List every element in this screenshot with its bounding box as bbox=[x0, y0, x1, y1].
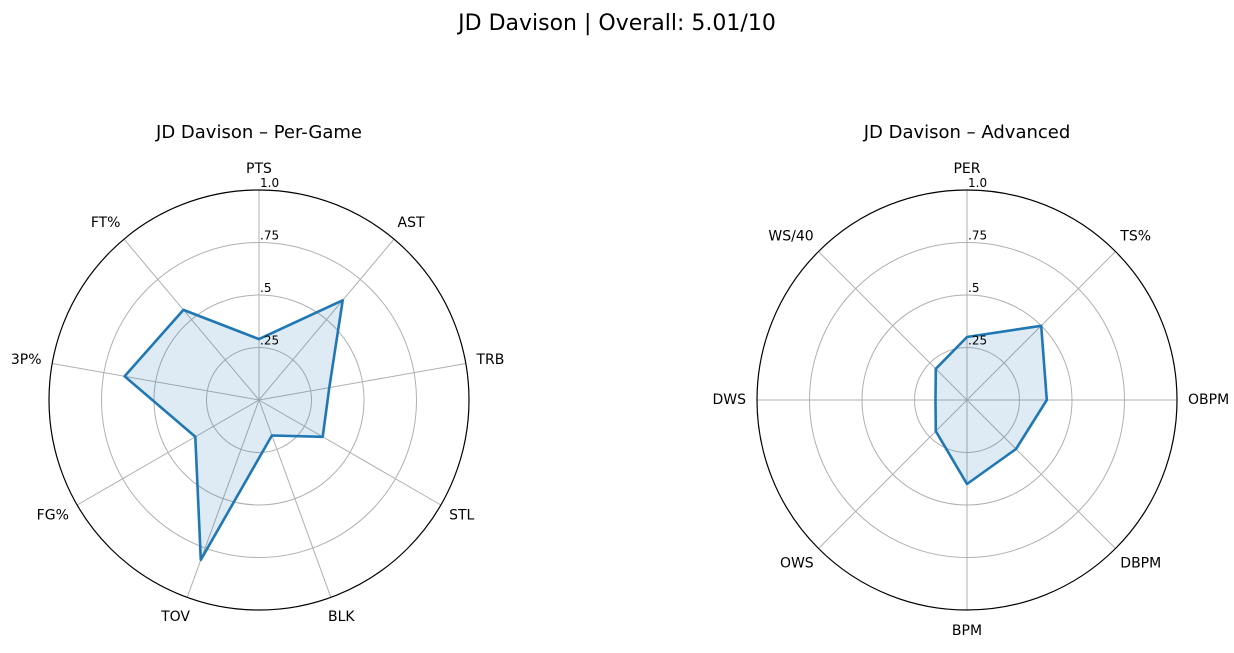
category-label-bpm: BPM bbox=[952, 623, 982, 639]
radial-gridline bbox=[258, 399, 442, 506]
category-label-ft-pct: FT% bbox=[91, 215, 121, 231]
radial-gridline bbox=[258, 238, 395, 401]
category-label-dbpm: DBPM bbox=[1120, 555, 1161, 571]
chart-title-advanced: JD Davison – Advanced bbox=[863, 122, 1071, 143]
series-fill bbox=[124, 300, 343, 560]
category-label-ws-40: WS/40 bbox=[768, 229, 813, 245]
radial-gridline bbox=[966, 399, 1116, 549]
polar-frame bbox=[48, 189, 470, 611]
category-label-ast: AST bbox=[398, 215, 425, 231]
radial-gridline bbox=[52, 363, 260, 401]
radial-gridline bbox=[123, 238, 260, 401]
series-line bbox=[934, 324, 1049, 486]
radial-gridline bbox=[186, 399, 260, 598]
r-tick-label: 1.0 bbox=[968, 176, 987, 190]
category-label-per: PER bbox=[953, 161, 980, 177]
r-tick-label: .5 bbox=[968, 281, 979, 295]
r-tick-label: .25 bbox=[968, 334, 987, 348]
radial-gridline bbox=[258, 363, 466, 401]
r-tick-label: 1.0 bbox=[260, 176, 279, 190]
category-label-trb: TRB bbox=[476, 352, 505, 368]
category-label-obpm: OBPM bbox=[1188, 392, 1229, 408]
category-label-3p-pct: 3P% bbox=[11, 352, 42, 368]
r-tick-label: .25 bbox=[260, 334, 279, 348]
category-label-stl: STL bbox=[449, 508, 474, 524]
r-tick-label: .75 bbox=[260, 229, 279, 243]
polar-frame bbox=[756, 189, 1178, 611]
radial-gridline bbox=[818, 251, 968, 401]
series-line bbox=[123, 298, 345, 562]
category-label-tov: TOV bbox=[160, 609, 190, 625]
category-label-dws: DWS bbox=[712, 392, 746, 408]
figure-title: JD Davison | Overall: 5.01/10 bbox=[456, 11, 776, 36]
r-tick-label: .75 bbox=[968, 229, 987, 243]
radial-gridline bbox=[258, 399, 332, 598]
radial-gridline bbox=[818, 399, 968, 549]
category-label-blk: BLK bbox=[328, 609, 355, 625]
chart-title-per-game: JD Davison – Per-Game bbox=[155, 122, 362, 143]
category-label-pts: PTS bbox=[246, 161, 272, 177]
category-label-ts-pct: TS% bbox=[1119, 229, 1151, 245]
radial-gridline bbox=[76, 399, 260, 506]
category-label-fg-pct: FG% bbox=[37, 508, 69, 524]
series-fill bbox=[935, 325, 1047, 484]
r-tick-label: .5 bbox=[260, 281, 271, 295]
category-label-ows: OWS bbox=[780, 555, 814, 571]
